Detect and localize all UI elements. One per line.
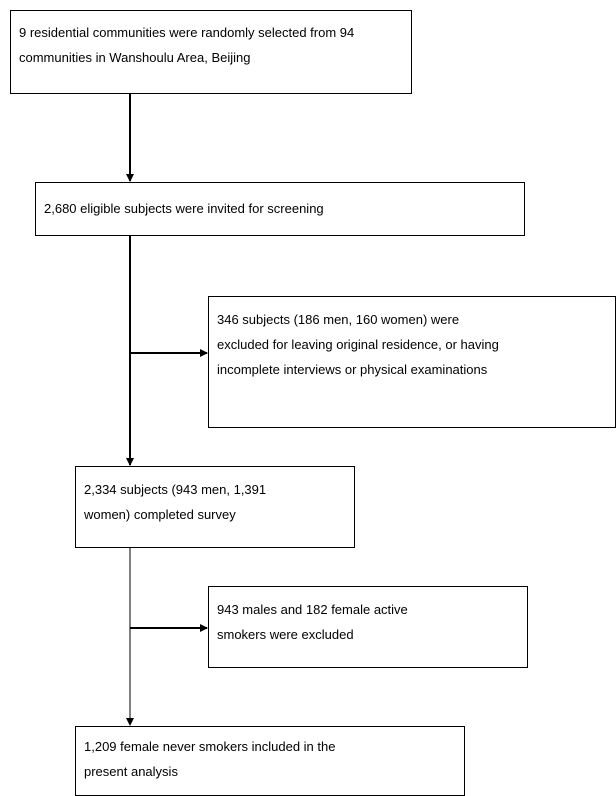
step-excluded-smokers: 943 males and 182 female active smokers …	[208, 586, 528, 668]
step-completed-survey: 2,334 subjects (943 men, 1,391 women) co…	[75, 466, 355, 548]
step-invited-for-screening: 2,680 eligible subjects were invited for…	[35, 182, 525, 236]
step-included-analysis: 1,209 female never smokers included in t…	[75, 726, 465, 796]
step-community-selection: 9 residential communities were randomly …	[10, 10, 412, 94]
step-excluded-subjects: 346 subjects (186 men, 160 women) were e…	[208, 296, 616, 428]
